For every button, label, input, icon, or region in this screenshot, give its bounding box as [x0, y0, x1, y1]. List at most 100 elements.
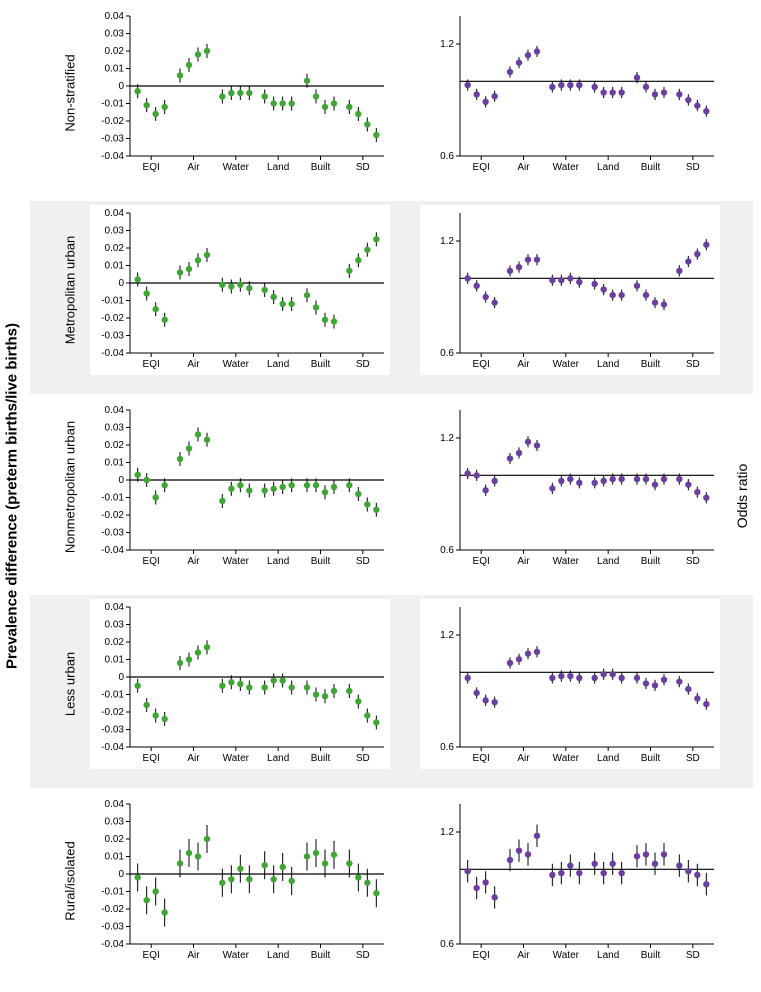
pd-point	[261, 93, 267, 99]
xtick-label: Air	[517, 753, 530, 764]
pd-point	[204, 836, 210, 842]
or-point	[491, 699, 497, 705]
or-point	[473, 283, 479, 289]
or-point	[567, 275, 573, 281]
xtick-label: Built	[641, 753, 661, 764]
pd-panel: -0.04-0.03-0.02-0.0100.010.020.030.04EQI…	[90, 205, 390, 375]
xtick-label: SD	[356, 753, 370, 764]
pd-point	[279, 484, 285, 490]
pd-point	[228, 876, 234, 882]
pd-point	[134, 472, 140, 478]
pd-point	[219, 93, 225, 99]
xtick-label: EQI	[473, 162, 490, 173]
or-point	[567, 476, 573, 482]
pd-point	[313, 93, 319, 99]
xtick-label: Water	[223, 359, 250, 370]
xtick-label: Air	[187, 950, 200, 961]
pd-point	[304, 684, 310, 690]
or-point	[558, 277, 564, 283]
or-point	[516, 450, 522, 456]
or-point	[694, 102, 700, 108]
pd-point	[373, 507, 379, 513]
pd-point	[143, 897, 149, 903]
pd-point	[177, 72, 183, 78]
pd-point	[228, 679, 234, 685]
pd-point	[186, 850, 192, 856]
or-point	[576, 675, 582, 681]
pd-point	[304, 853, 310, 859]
ytick-label: 0.6	[440, 348, 454, 359]
xtick-label: EQI	[143, 359, 160, 370]
pd-panel: -0.04-0.03-0.02-0.0100.010.020.030.04EQI…	[90, 599, 390, 769]
ytick-label: -0.01	[101, 887, 124, 898]
or-point	[685, 481, 691, 487]
or-point	[558, 82, 564, 88]
pd-point	[322, 860, 328, 866]
ytick-label: 0.04	[105, 602, 125, 613]
ytick-label: -0.03	[101, 528, 124, 539]
pd-point	[279, 301, 285, 307]
or-point	[600, 478, 606, 484]
or-point	[643, 84, 649, 90]
pd-point	[313, 691, 319, 697]
xtick-label: Water	[223, 753, 250, 764]
pd-point	[219, 498, 225, 504]
xtick-label: Land	[267, 556, 289, 567]
pd-point	[186, 62, 192, 68]
or-point	[482, 487, 488, 493]
xtick-label: Land	[597, 162, 619, 173]
pd-point	[204, 252, 210, 258]
or-point	[464, 82, 470, 88]
or-point	[591, 861, 597, 867]
or-point	[549, 675, 555, 681]
or-point	[618, 870, 624, 876]
ytick-label: 0.03	[105, 817, 125, 828]
or-point	[643, 851, 649, 857]
or-point	[652, 481, 658, 487]
pd-point	[204, 48, 210, 54]
pd-point	[261, 287, 267, 293]
or-point	[591, 480, 597, 486]
pd-point	[322, 104, 328, 110]
or-point	[473, 885, 479, 891]
ytick-label: -0.02	[101, 116, 124, 127]
xtick-label: Land	[597, 556, 619, 567]
or-point	[558, 478, 564, 484]
or-point	[685, 258, 691, 264]
pd-point	[161, 909, 167, 915]
pd-point	[288, 482, 294, 488]
or-point	[464, 675, 470, 681]
or-point	[491, 894, 497, 900]
xtick-label: Built	[311, 359, 331, 370]
or-point	[507, 857, 513, 863]
pd-point	[152, 111, 158, 117]
pd-point	[186, 656, 192, 662]
or-point	[643, 292, 649, 298]
or-point	[676, 91, 682, 97]
ytick-label: -0.01	[101, 493, 124, 504]
xtick-label: EQI	[473, 556, 490, 567]
or-point	[558, 673, 564, 679]
pd-point	[228, 486, 234, 492]
or-point	[549, 277, 555, 283]
or-point	[567, 862, 573, 868]
or-point	[516, 847, 522, 853]
pd-point	[364, 121, 370, 127]
pd-point	[355, 874, 361, 880]
ytick-label: 0.03	[105, 29, 125, 40]
xtick-label: Land	[267, 950, 289, 961]
ytick-label: 0.6	[440, 939, 454, 950]
ytick-label: 0.02	[105, 440, 125, 451]
ytick-label: 0.01	[105, 458, 125, 469]
ytick-label: 0.01	[105, 852, 125, 863]
pd-point	[270, 294, 276, 300]
pd-point	[161, 716, 167, 722]
or-point	[525, 52, 531, 58]
or-point	[676, 862, 682, 868]
row-label: Non-stratified	[63, 54, 78, 131]
xtick-label: SD	[356, 950, 370, 961]
pd-point	[322, 489, 328, 495]
ytick-label: 0.02	[105, 243, 125, 254]
or-point	[576, 82, 582, 88]
or-point	[534, 48, 540, 54]
